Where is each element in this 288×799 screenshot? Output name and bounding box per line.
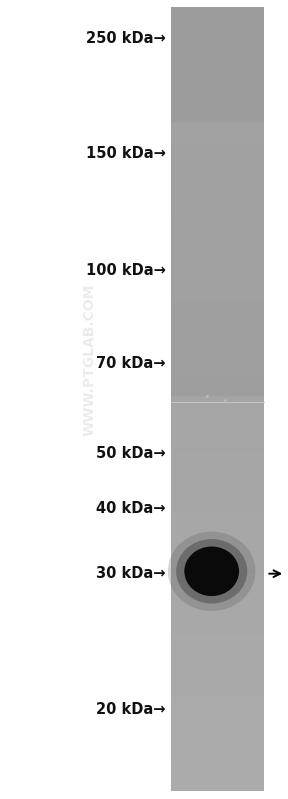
Text: 150 kDa→: 150 kDa→	[86, 146, 166, 161]
Point	[205, 389, 210, 402]
Ellipse shape	[176, 539, 247, 603]
Text: 100 kDa→: 100 kDa→	[86, 263, 166, 277]
Text: 250 kDa→: 250 kDa→	[86, 31, 166, 46]
Ellipse shape	[168, 531, 255, 611]
Text: WWW.PTGLAB.COM: WWW.PTGLAB.COM	[82, 284, 96, 435]
Text: 20 kDa→: 20 kDa→	[96, 702, 166, 717]
Ellipse shape	[184, 547, 239, 596]
Text: 30 kDa→: 30 kDa→	[96, 566, 166, 581]
Text: 40 kDa→: 40 kDa→	[96, 502, 166, 516]
Point	[222, 393, 227, 406]
Text: 70 kDa→: 70 kDa→	[96, 356, 166, 371]
Text: 50 kDa→: 50 kDa→	[96, 447, 166, 461]
